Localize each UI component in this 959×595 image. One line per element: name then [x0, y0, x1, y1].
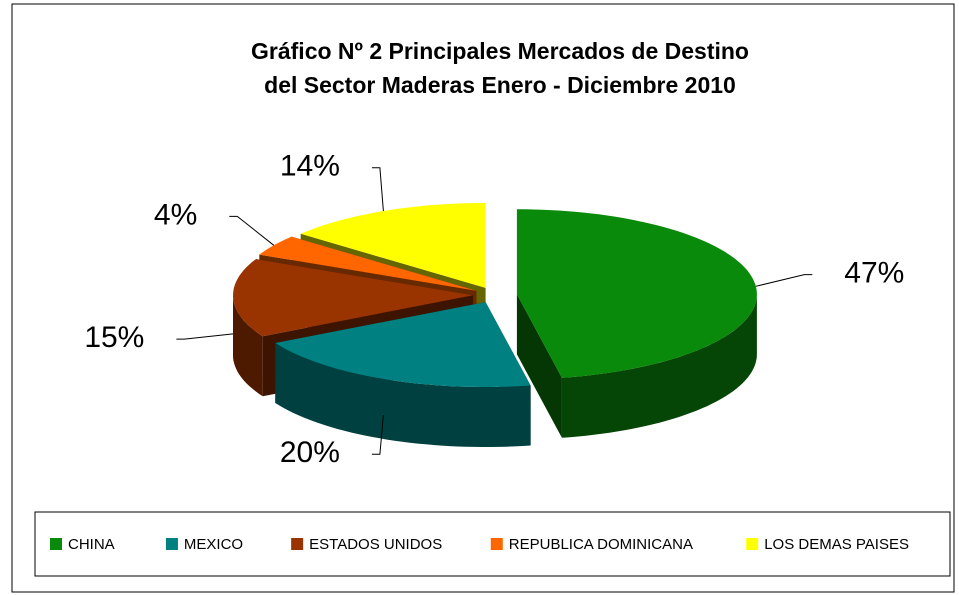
chart-title: Gráfico Nº 2 Principales Mercados de Des… — [251, 38, 749, 98]
slice-top — [300, 202, 486, 288]
legend-label: ESTADOS UNIDOS — [309, 536, 442, 553]
legend-label: CHINA — [68, 536, 115, 553]
slice-top — [233, 259, 473, 337]
leader-line — [371, 167, 384, 212]
slice-side — [516, 294, 562, 438]
data-label: 15% — [84, 321, 144, 354]
slice-wall — [275, 343, 531, 447]
legend-label: REPUBLICA DOMINICANA — [509, 536, 693, 553]
data-label: 14% — [280, 150, 340, 183]
legend-label: MEXICO — [184, 536, 243, 553]
slice-top — [275, 302, 531, 387]
legend-label: LOS DEMAS PAISES — [764, 536, 909, 553]
legend-swatch — [165, 538, 178, 550]
pie-slice — [275, 302, 531, 447]
leader-line — [371, 414, 384, 455]
slice-wall — [561, 294, 757, 438]
data-label: 20% — [280, 436, 340, 469]
slice-top — [516, 209, 757, 378]
slice-top — [259, 236, 477, 291]
pie-slice — [516, 209, 757, 438]
leader-line — [176, 333, 234, 340]
leader-line — [229, 215, 275, 246]
legend-swatch — [50, 538, 62, 550]
leader-line — [755, 274, 813, 287]
legend-swatch — [291, 538, 304, 550]
data-label: 47% — [844, 257, 904, 290]
legend-swatch — [490, 538, 503, 550]
slice-wall — [233, 295, 263, 397]
data-label: 4% — [154, 198, 197, 231]
legend-swatch — [746, 538, 759, 550]
